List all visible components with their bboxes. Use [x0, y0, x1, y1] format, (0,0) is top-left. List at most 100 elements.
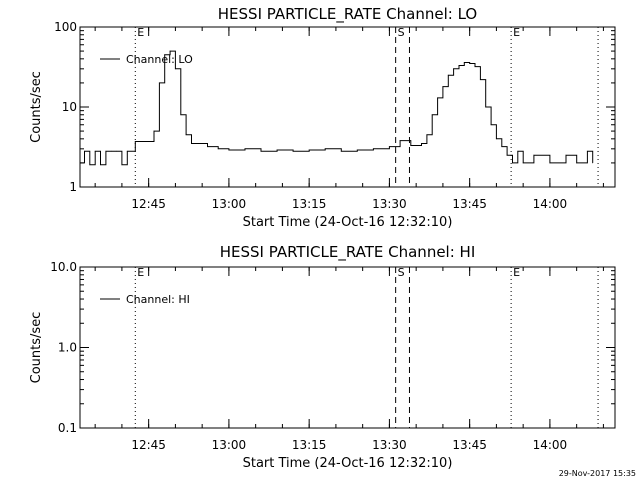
- lo-data-point: [421, 143, 422, 144]
- lo-data-point: [196, 143, 198, 144]
- lo-panel-title: HESSI PARTICLE_RATE Channel: LO: [218, 5, 477, 24]
- lo-data-point: [175, 68, 176, 70]
- lo-data-point: [110, 150, 112, 152]
- lo-data-point: [501, 146, 503, 147]
- lo-y-tick-label: 10: [62, 100, 77, 114]
- lo-data-point: [134, 141, 136, 142]
- hi-x-axis-label: Start Time (24-Oct-16 12:32:10): [243, 456, 453, 471]
- lo-data-point: [217, 148, 219, 150]
- lo-data-point: [185, 134, 187, 136]
- lo-data-point: [153, 130, 155, 132]
- hi-marker-label: E: [137, 266, 144, 279]
- lo-data-point: [292, 150, 294, 152]
- hi-x-tick-label: 13:45: [452, 438, 487, 452]
- hi-plot-frame: [79, 266, 616, 429]
- lo-y-axis-label: Counts/sec: [29, 71, 44, 143]
- lo-data-point: [399, 140, 401, 142]
- lo-data-point: [426, 134, 428, 136]
- lo-data-point: [506, 154, 508, 156]
- lo-data-point: [228, 149, 230, 151]
- hi-y-tick-label: 10.0: [50, 260, 77, 274]
- lo-data-point: [191, 143, 192, 144]
- lo-data-point: [437, 97, 438, 99]
- lo-data-point: [453, 68, 455, 70]
- lo-data-point: [496, 138, 497, 140]
- hi-x-tick-label: 13:15: [292, 438, 327, 452]
- hi-marker-label: S: [398, 266, 405, 279]
- hi-channel-panel: HESSI PARTICLE_RATE Channel: HI Start Ti…: [29, 243, 616, 471]
- lo-data-point: [522, 162, 524, 164]
- lo-x-tick-label: 13:15: [292, 197, 327, 211]
- lo-data-point: [89, 164, 91, 166]
- lo-series-line: [80, 50, 594, 166]
- lo-data-point: [324, 148, 326, 150]
- hi-x-tick-label: 13:00: [212, 438, 247, 452]
- lo-data-point: [431, 114, 433, 116]
- hi-marker-label: E: [513, 266, 520, 279]
- hi-y-axis-label: Counts/sec: [29, 312, 44, 384]
- lo-x-tick-label: 14:00: [533, 197, 568, 211]
- lo-data-point: [474, 66, 476, 67]
- hi-x-tick-label: 13:30: [372, 438, 407, 452]
- lo-data-point: [207, 146, 208, 147]
- lo-data-point: [389, 146, 390, 147]
- lo-marker-label: E: [513, 26, 520, 39]
- lo-data-point: [490, 124, 492, 126]
- lo-data-point: [308, 149, 310, 151]
- lo-data-point: [447, 74, 449, 76]
- lo-legend-label: Channel: LO: [126, 53, 193, 66]
- hi-y-tick-label: 0.1: [58, 421, 77, 435]
- lo-data-point: [517, 150, 519, 152]
- hi-x-tick-label: 14:00: [533, 438, 568, 452]
- lo-channel-panel: HESSI PARTICLE_RATE Channel: LO Start Ti…: [29, 5, 616, 230]
- lo-data-point: [79, 162, 81, 164]
- lo-data-point: [442, 86, 444, 87]
- lo-marker-label: S: [398, 26, 405, 39]
- lo-data-point: [576, 162, 578, 164]
- lo-marker-label: E: [137, 26, 144, 39]
- lo-data-point: [372, 148, 374, 150]
- lo-data-point: [276, 149, 278, 151]
- lo-data-point: [586, 150, 588, 152]
- lo-data-point: [105, 150, 107, 152]
- lo-y-tick-label: 100: [54, 20, 77, 34]
- lo-data-point: [533, 154, 535, 156]
- lo-data-point: [592, 162, 594, 164]
- lo-data-point: [169, 50, 171, 52]
- lo-data-point: [84, 150, 85, 152]
- lo-data-point: [356, 149, 358, 151]
- lo-x-tick-label: 12:45: [131, 197, 166, 211]
- hi-x-tick-label: 12:45: [131, 438, 166, 452]
- lo-data-point: [121, 164, 123, 166]
- lo-data-point: [180, 114, 182, 116]
- lo-data-point: [458, 65, 460, 66]
- lo-data-point: [94, 150, 96, 152]
- lo-x-tick-label: 13:00: [212, 197, 247, 211]
- lo-x-axis-label: Start Time (24-Oct-16 12:32:10): [243, 215, 453, 230]
- lo-data-point: [549, 162, 551, 164]
- lo-data-point: [126, 150, 128, 152]
- lo-data-point: [479, 79, 481, 81]
- lo-data-point: [164, 54, 166, 56]
- hi-panel-title: HESSI PARTICLE_RATE Channel: HI: [220, 243, 476, 262]
- lo-plot-frame: [79, 26, 616, 188]
- lo-data-point: [485, 106, 487, 108]
- lo-data-point: [148, 141, 150, 142]
- hi-legend-label: Channel: HI: [126, 293, 190, 306]
- hi-y-tick-label: 1.0: [58, 341, 77, 355]
- lo-data-point: [410, 145, 412, 146]
- lo-data-point: [158, 82, 160, 84]
- lo-data-point: [565, 154, 567, 156]
- lo-data-point: [260, 150, 262, 152]
- lo-y-tick-label: 1: [69, 180, 77, 194]
- lo-x-tick-label: 13:45: [452, 197, 487, 211]
- lo-data-point: [244, 148, 246, 150]
- lo-data-point: [463, 62, 465, 63]
- lo-data-point: [469, 63, 471, 64]
- lo-data-point: [340, 150, 342, 152]
- lo-data-point: [512, 162, 513, 164]
- lo-data-point: [116, 150, 117, 152]
- lo-data-point: [100, 164, 101, 166]
- generation-timestamp: 29-Nov-2017 15:35: [559, 469, 636, 478]
